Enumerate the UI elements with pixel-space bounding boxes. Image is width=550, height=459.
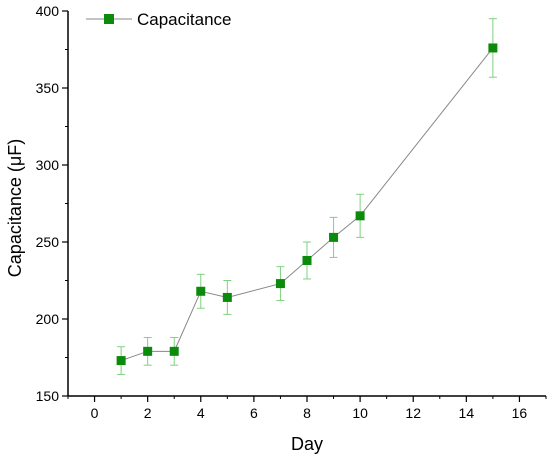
- data-point: [488, 43, 498, 53]
- y-tick-label: 150: [36, 388, 60, 404]
- y-tick-label: 350: [36, 80, 60, 96]
- x-tick-label: 0: [91, 405, 99, 421]
- x-tick-label: 6: [250, 405, 258, 421]
- x-tick-label: 14: [459, 405, 475, 421]
- series-line: [120, 47, 494, 362]
- legend-label: Capacitance: [137, 10, 232, 29]
- x-axis-title: Day: [291, 434, 323, 454]
- y-tick-label: 300: [36, 157, 60, 173]
- data-point: [222, 292, 232, 302]
- y-axis-title: Capacitance (μF): [5, 139, 25, 277]
- x-tick-label: 10: [352, 405, 368, 421]
- data-point: [355, 211, 365, 221]
- x-tick-label: 12: [405, 405, 421, 421]
- data-point: [143, 346, 153, 356]
- x-tick-label: 2: [144, 405, 152, 421]
- x-tick-label: 16: [512, 405, 528, 421]
- data-point: [275, 279, 285, 289]
- data-point: [116, 356, 126, 366]
- data-point: [196, 286, 206, 296]
- data-points: [116, 43, 498, 366]
- x-tick-label: 8: [303, 405, 311, 421]
- x-tick-label: 4: [197, 405, 205, 421]
- x-ticks: 0 2 4 6 8 10 12 14 16: [67, 396, 547, 421]
- y-tick-label: 250: [36, 234, 60, 250]
- data-point: [169, 346, 179, 356]
- legend: Capacitance: [86, 10, 232, 29]
- y-ticks: 150 200 250 300 350 400: [36, 3, 68, 404]
- error-bars: [117, 18, 497, 375]
- legend-marker: [104, 14, 114, 24]
- y-tick-label: 400: [36, 3, 60, 19]
- data-point: [302, 255, 312, 265]
- y-tick-label: 200: [36, 311, 60, 327]
- data-point: [329, 232, 339, 242]
- series-line-layer: [120, 47, 494, 362]
